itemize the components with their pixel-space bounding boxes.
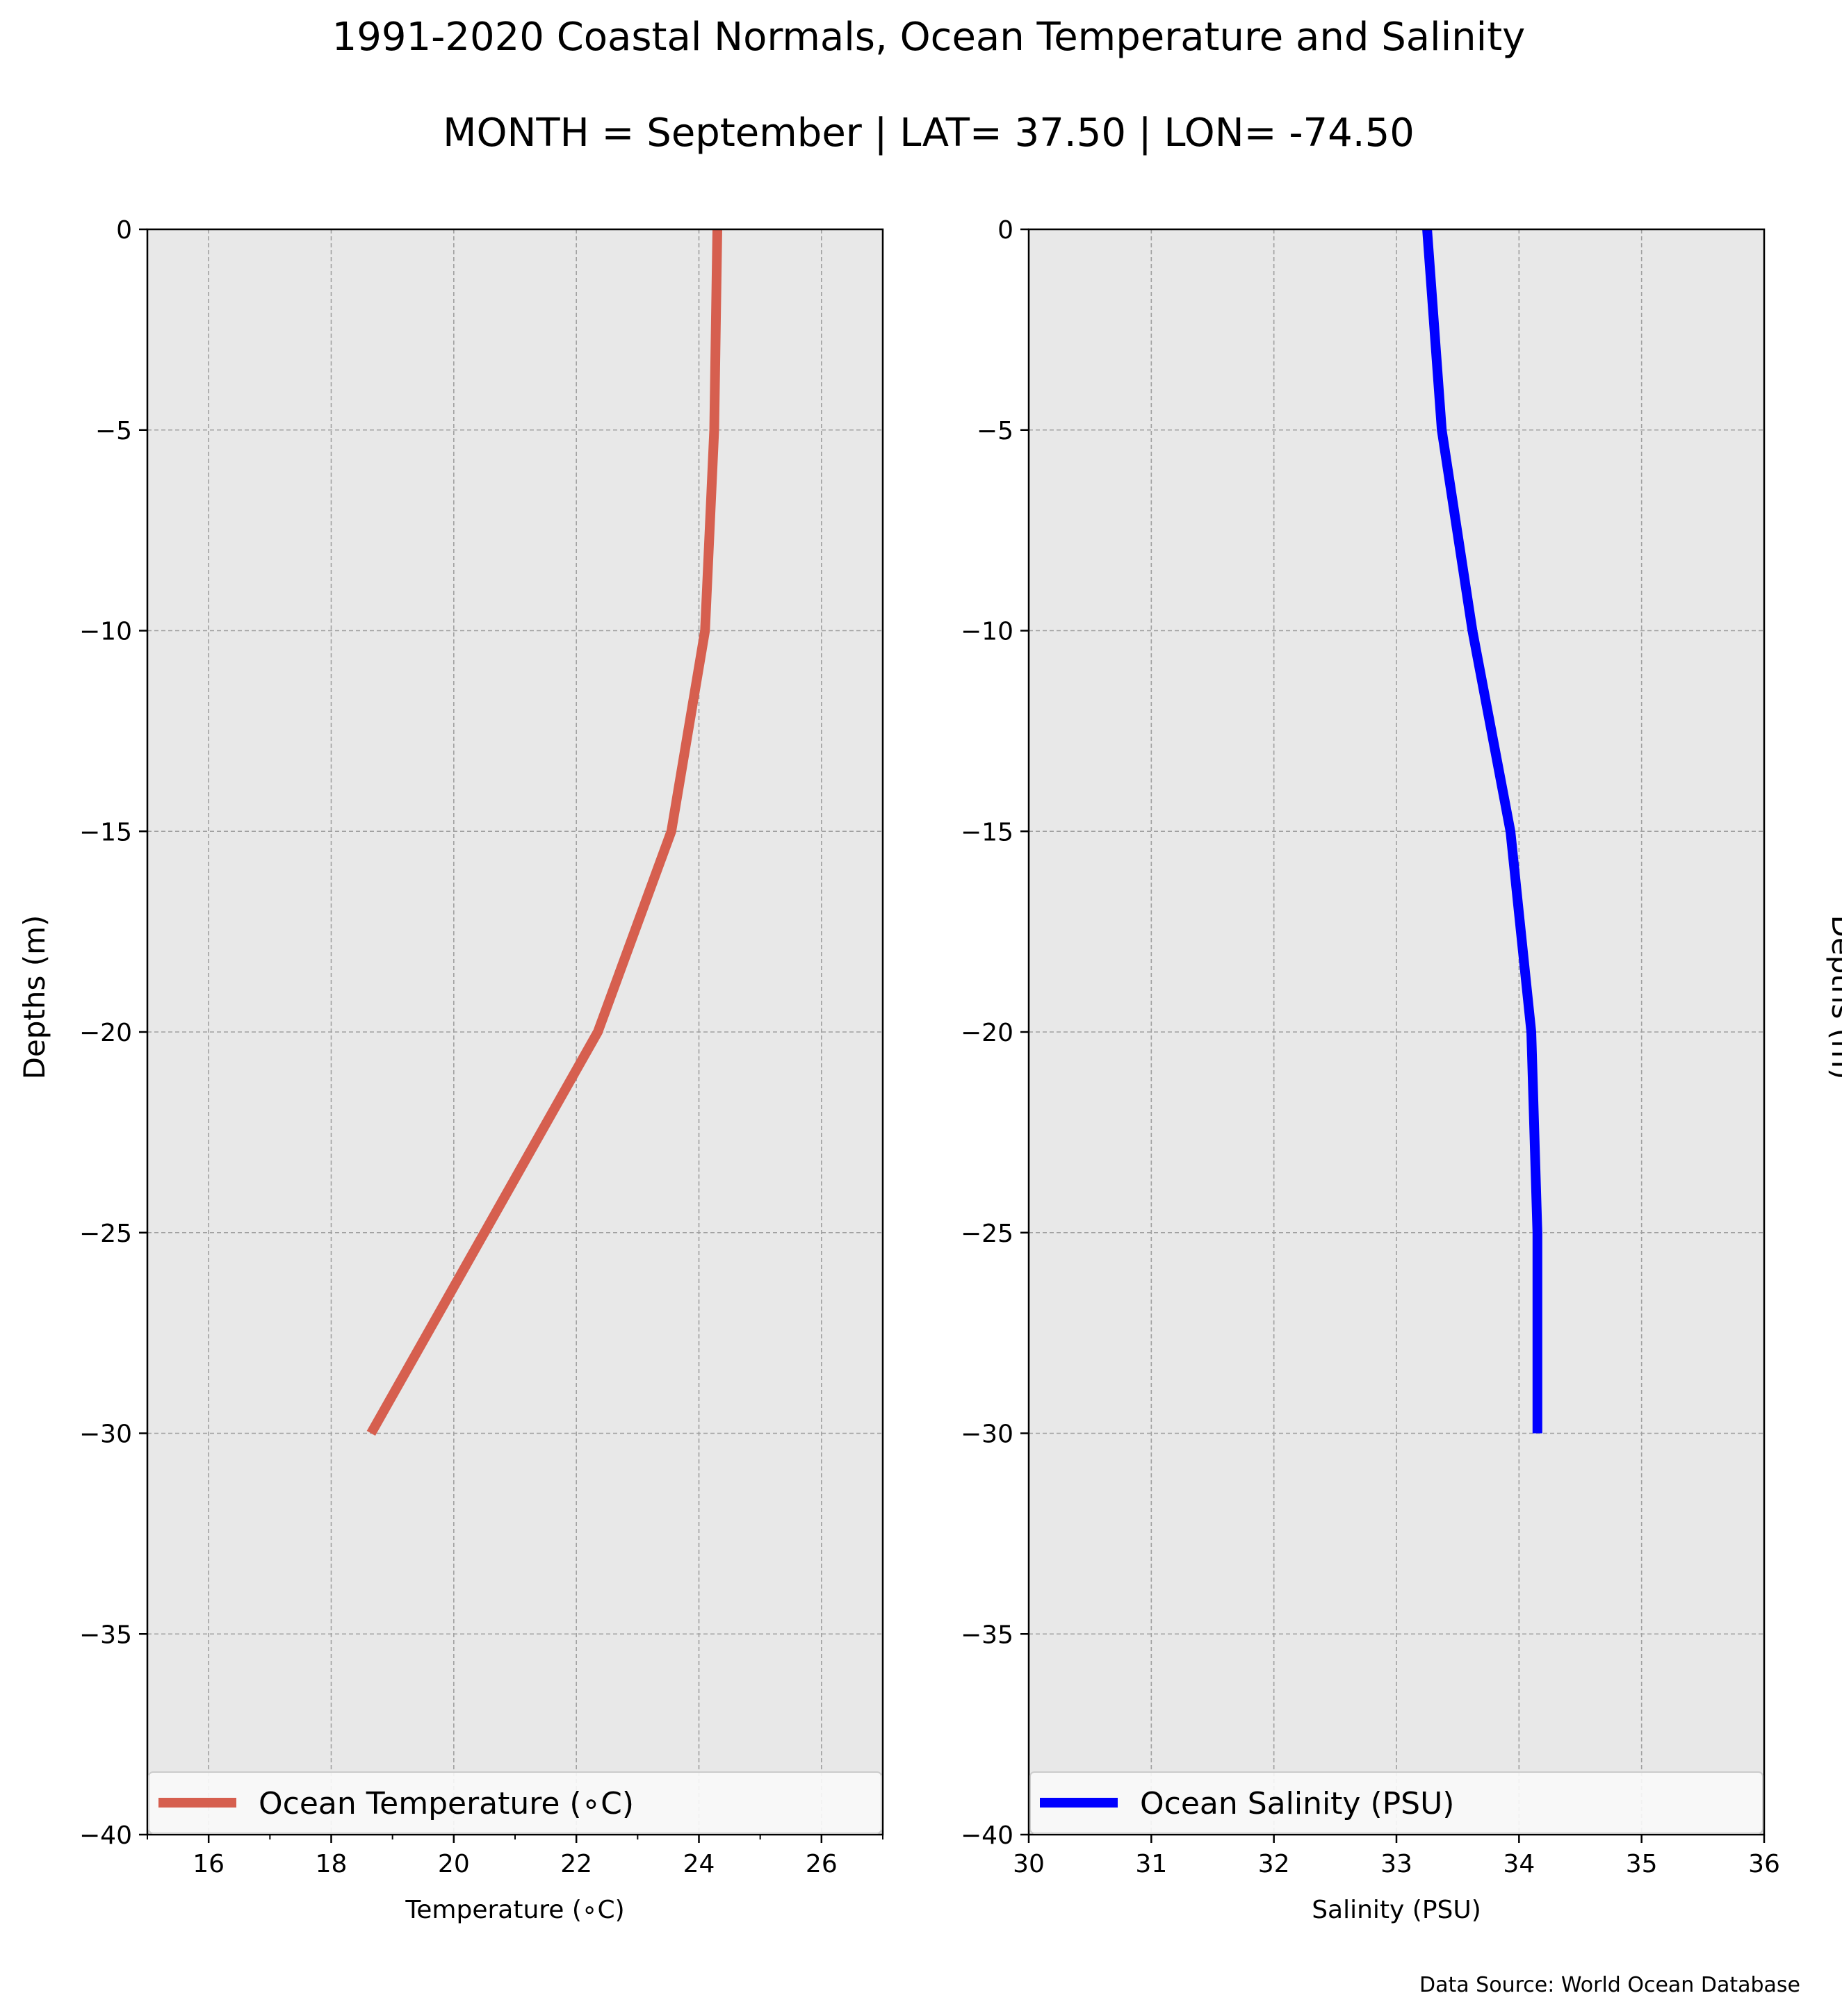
y-tick-label: −20	[79, 1019, 132, 1047]
legend-label: Ocean Temperature (∘C)	[259, 1786, 634, 1821]
x-tick-label: 30	[1013, 1850, 1045, 1878]
salinity-plot: 30 31 32 33 34 35 36 0 −5 −10 −15 −20 −25 −30 −35 −40 Sa…	[961, 216, 1842, 1924]
series-line	[366, 229, 722, 1436]
x-tick-label: 22	[560, 1850, 592, 1878]
y-tick-label: −15	[961, 818, 1013, 846]
x-tick-label: 33	[1380, 1850, 1412, 1878]
y-tick-label: −35	[79, 1621, 132, 1649]
x-tick-label: 16	[193, 1850, 225, 1878]
source-note: Data Source: World Ocean Database	[1419, 1973, 1800, 1997]
temperature-plot: 16 18 20 22 24 26 0 −5 −10 −15 −20 −25 −30 −35 −40 Temp…	[17, 216, 884, 1924]
series-line	[1422, 229, 1542, 1434]
y-tick-label: −40	[79, 1821, 132, 1850]
x-tick-label: 20	[438, 1850, 470, 1878]
y-tick-label: −20	[961, 1019, 1013, 1047]
y-tick-label: 0	[997, 216, 1013, 245]
y-tick-label: −35	[961, 1621, 1013, 1649]
x-tick-label: 32	[1258, 1850, 1290, 1878]
x-tick-label: 36	[1748, 1850, 1780, 1878]
legend-box	[148, 1771, 882, 1834]
y-tick-label: −40	[961, 1821, 1013, 1850]
legend: Ocean Temperature (∘C)	[148, 1771, 882, 1834]
x-tick-label: 26	[806, 1850, 838, 1878]
figure-title: 1991-2020 Coastal Normals, Ocean Tempera…	[332, 15, 1526, 60]
y-tick-label: −25	[961, 1220, 1013, 1248]
y-tick-label: −25	[79, 1220, 132, 1248]
plot-background	[147, 229, 883, 1835]
legend-box	[1029, 1771, 1763, 1834]
y-tick-label: −5	[95, 417, 132, 445]
y-tick-label: −10	[79, 618, 132, 646]
x-tick-label: 31	[1135, 1850, 1167, 1878]
y-axis-label: Depths (m)	[17, 915, 51, 1080]
legend: Ocean Salinity (PSU)	[1029, 1771, 1763, 1834]
y-tick-label: −15	[79, 818, 132, 846]
x-axis-label: Salinity (PSU)	[1312, 1896, 1481, 1924]
y-tick-label: −30	[79, 1420, 132, 1449]
y-tick-label: −5	[977, 417, 1013, 445]
legend-label: Ocean Salinity (PSU)	[1140, 1786, 1454, 1821]
x-tick-label: 34	[1503, 1850, 1535, 1878]
x-tick-label: 35	[1626, 1850, 1658, 1878]
x-tick-label: 18	[316, 1850, 348, 1878]
y-tick-label: 0	[116, 216, 132, 245]
x-axis-label: Temperature (∘C)	[405, 1896, 624, 1924]
y-tick-label: −10	[961, 618, 1013, 646]
x-tick-label: 24	[683, 1850, 715, 1878]
figure-subtitle: MONTH = September | LAT= 37.50 | LON= -7…	[443, 110, 1415, 156]
y-tick-label: −30	[961, 1420, 1013, 1449]
y-axis-label: Depths (m)	[1825, 915, 1842, 1080]
